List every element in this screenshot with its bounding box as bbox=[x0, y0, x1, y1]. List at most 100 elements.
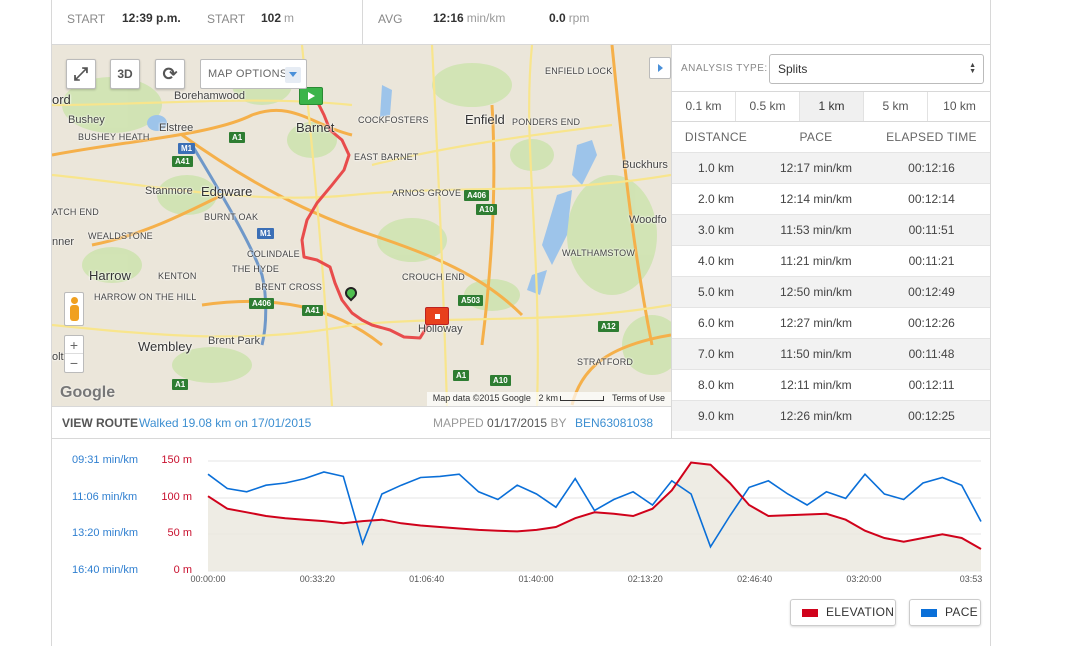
pace-tick-label: 11:06 min/km bbox=[72, 491, 138, 503]
split-tab-5-km[interactable]: 5 km bbox=[864, 92, 928, 121]
map-place-label: THE HYDE bbox=[232, 264, 280, 274]
zoom-out-button[interactable]: − bbox=[69, 355, 79, 371]
rotate-button[interactable]: ⟳ bbox=[155, 59, 185, 89]
terms-link[interactable]: Terms of Use bbox=[611, 393, 665, 403]
map-place-label: Harrow bbox=[89, 268, 131, 283]
pace-swatch bbox=[921, 609, 937, 617]
route-line bbox=[300, 94, 435, 340]
walked-link[interactable]: Walked 19.08 km on 17/01/2015 bbox=[139, 416, 312, 430]
road-shield: A1 bbox=[172, 379, 189, 390]
zoom-control: + − bbox=[64, 335, 84, 373]
road-shield: M1 bbox=[178, 143, 196, 154]
map-scale: 2 km bbox=[538, 393, 558, 403]
cadence-value: 0.0 rpm bbox=[549, 11, 590, 25]
column-pace: PACE bbox=[799, 130, 833, 144]
cell-distance: 5.0 km bbox=[697, 285, 734, 299]
zoom-in-button[interactable]: + bbox=[65, 336, 83, 354]
table-row[interactable]: 6.0 km 12:27 min/km 00:12:26 bbox=[672, 307, 990, 338]
route-map[interactable]: ord Borehamwood Bushey BUSHEY HEATH Elstree B… bbox=[52, 45, 671, 406]
map-place-label: Stanmore bbox=[145, 185, 193, 197]
by-label: BY bbox=[550, 416, 567, 430]
elevation-tick-label: 100 m bbox=[161, 491, 192, 503]
split-interval-tabs: 0.1 km 0.5 km 1 km 5 km 10 km bbox=[672, 91, 990, 122]
split-tab-10-km[interactable]: 10 km bbox=[943, 99, 976, 113]
rotate-icon: ⟳ bbox=[162, 63, 178, 84]
elevation-tick-label: 0 m bbox=[173, 564, 192, 576]
pace-tick-label: 16:40 min/km bbox=[72, 564, 139, 576]
x-tick-label: 01:40:00 bbox=[518, 574, 554, 584]
table-row[interactable]: 3.0 km 11:53 min/km 00:11:51 bbox=[672, 214, 990, 245]
analysis-type-value: Splits bbox=[778, 62, 808, 76]
road-shield: A10 bbox=[490, 375, 511, 386]
map-place-label: ord bbox=[52, 92, 71, 107]
splits-table-header: DISTANCE PACE ELAPSED TIME bbox=[672, 123, 990, 152]
cell-elapsed: 00:12:26 bbox=[908, 316, 955, 330]
cell-pace: 12:50 min/km bbox=[779, 285, 853, 299]
finish-flag-icon[interactable] bbox=[425, 307, 449, 325]
table-row[interactable]: 8.0 km 12:11 min/km 00:12:11 bbox=[672, 369, 990, 400]
table-row[interactable]: 2.0 km 12:14 min/km 00:12:14 bbox=[672, 183, 990, 214]
pace-legend-toggle[interactable]: PACE bbox=[909, 599, 981, 626]
map-data-credit: Map data ©2015 Google bbox=[432, 393, 531, 403]
map-place-label: Elstree bbox=[159, 122, 194, 134]
x-tick-label: 03:53 bbox=[959, 574, 983, 584]
map-options-dropdown[interactable]: MAP OPTIONS bbox=[200, 59, 307, 89]
map-place-label: Brent Park bbox=[208, 335, 260, 347]
cell-elapsed: 00:12:49 bbox=[908, 285, 955, 299]
cell-pace: 11:50 min/km bbox=[780, 347, 852, 361]
3d-label: 3D bbox=[117, 67, 133, 81]
map-canvas bbox=[52, 45, 671, 406]
start-elevation-value: 102 m bbox=[261, 11, 295, 25]
road-shield: A406 bbox=[464, 190, 490, 201]
cell-distance: 7.0 km bbox=[697, 347, 734, 361]
cell-distance: 9.0 km bbox=[697, 409, 734, 423]
road-shield: A12 bbox=[598, 321, 619, 332]
route-info-bar: VIEW ROUTE Walked 19.08 km on 17/01/2015… bbox=[52, 406, 671, 438]
map-place-label: HARROW ON THE HILL bbox=[94, 292, 197, 302]
table-row[interactable]: 4.0 km 11:21 min/km 00:11:21 bbox=[672, 245, 990, 276]
x-tick-label: 02:13:20 bbox=[627, 574, 663, 584]
divider bbox=[52, 438, 990, 439]
x-tick-label: 02:46:40 bbox=[737, 574, 773, 584]
table-row[interactable]: 9.0 km 12:26 min/km 00:12:25 bbox=[672, 400, 990, 431]
avg-label: AVG bbox=[378, 12, 403, 26]
cell-elapsed: 00:11:51 bbox=[908, 223, 955, 237]
cell-pace: 11:53 min/km bbox=[780, 223, 852, 237]
map-place-label: EAST BARNET bbox=[354, 152, 419, 162]
table-row[interactable]: 5.0 km 12:50 min/km 00:12:49 bbox=[672, 276, 990, 307]
map-place-label: STRATFORD bbox=[577, 357, 634, 367]
elevation-series-line bbox=[207, 461, 982, 550]
split-tab-0-5-km[interactable]: 0.5 km bbox=[736, 92, 800, 121]
cell-pace: 11:21 min/km bbox=[780, 254, 852, 268]
3d-button[interactable]: 3D bbox=[110, 59, 140, 89]
splits-table-body: 1.0 km 12:17 min/km 00:12:16 2.0 km 12:14 mi… bbox=[672, 152, 990, 431]
road-shield: A503 bbox=[458, 295, 484, 306]
cell-pace: 12:26 min/km bbox=[779, 409, 853, 423]
elevation-legend-toggle[interactable]: ELEVATION bbox=[790, 599, 896, 626]
table-row[interactable]: 7.0 km 11:50 min/km 00:11:48 bbox=[672, 338, 990, 369]
column-elapsed-time: ELAPSED TIME bbox=[886, 130, 977, 144]
road-shield: A1 bbox=[229, 132, 246, 143]
user-link[interactable]: BEN63081038 bbox=[575, 416, 654, 430]
chevron-down-icon bbox=[285, 67, 301, 83]
cell-distance: 2.0 km bbox=[697, 192, 734, 206]
map-place-label: Woodfo bbox=[629, 214, 667, 226]
x-tick-label: 00:33:20 bbox=[299, 574, 335, 584]
table-row[interactable]: 1.0 km 12:17 min/km 00:12:16 bbox=[672, 152, 990, 183]
split-tab-0-1-km[interactable]: 0.1 km bbox=[672, 92, 736, 121]
fullscreen-button[interactable]: ⤢ bbox=[66, 59, 96, 89]
panel-toggle-button[interactable] bbox=[649, 57, 671, 79]
map-place-label: COCKFOSTERS bbox=[358, 115, 429, 125]
analysis-type-select[interactable]: Splits ▲ ▼ bbox=[769, 54, 984, 84]
page: START 12:39 p.m. START 102 m AVG 12:16 min… bbox=[51, 0, 991, 646]
view-route-label: VIEW ROUTE bbox=[62, 416, 139, 430]
street-view-pegman-icon[interactable] bbox=[64, 292, 84, 326]
start-time-label: START bbox=[67, 12, 106, 26]
start-flag-icon[interactable] bbox=[299, 87, 323, 105]
split-tab-1-km[interactable]: 1 km bbox=[800, 92, 864, 121]
cell-pace: 12:17 min/km bbox=[779, 161, 853, 175]
mapped-label: MAPPED bbox=[433, 416, 484, 430]
map-place-label: Buckhurs bbox=[622, 159, 668, 171]
map-place-label: olt bbox=[52, 351, 64, 363]
road-shield: A41 bbox=[302, 305, 323, 316]
